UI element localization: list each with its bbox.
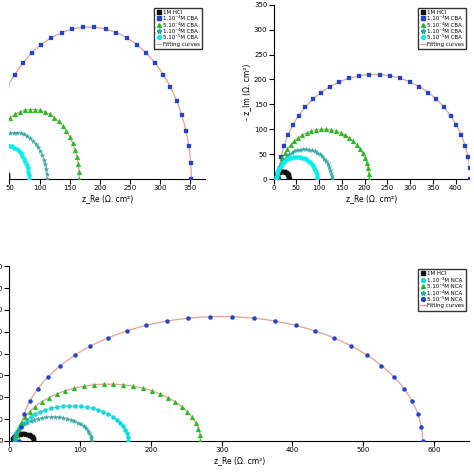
Legend: 1M HCl, 1.10⁻³M NCA, 5.10⁻⁴M NCA, 1.10⁻⁴M NCA, 5.10⁻⁵M NCA, Fitting curves: 1M HCl, 1.10⁻³M NCA, 5.10⁻⁴M NCA, 1.10⁻⁴… [418, 269, 466, 310]
Legend: 1M HCl, 1.10⁻³M CBA, 5.10⁻⁴M CBA, 1.10⁻⁴M CBA, 5.10⁻⁵M CBA, Fitting curves: 1M HCl, 1.10⁻³M CBA, 5.10⁻⁴M CBA, 1.10⁻⁴… [154, 8, 202, 49]
Y-axis label: - z_Im (Ω. cm²): - z_Im (Ω. cm²) [242, 64, 251, 120]
X-axis label: z_Re (Ω. cm²): z_Re (Ω. cm²) [214, 456, 265, 465]
X-axis label: z_Re (Ω. cm²): z_Re (Ω. cm²) [82, 194, 133, 203]
Legend: 1M HCl, 1.10⁻³M CBA, 5.10⁻⁴M CBA, 1.10⁻⁴M CBA, 5.10⁻⁵M CBA, Fitting curves: 1M HCl, 1.10⁻³M CBA, 5.10⁻⁴M CBA, 1.10⁻⁴… [418, 8, 466, 49]
X-axis label: z_Re (Ω. cm²): z_Re (Ω. cm²) [346, 194, 397, 203]
